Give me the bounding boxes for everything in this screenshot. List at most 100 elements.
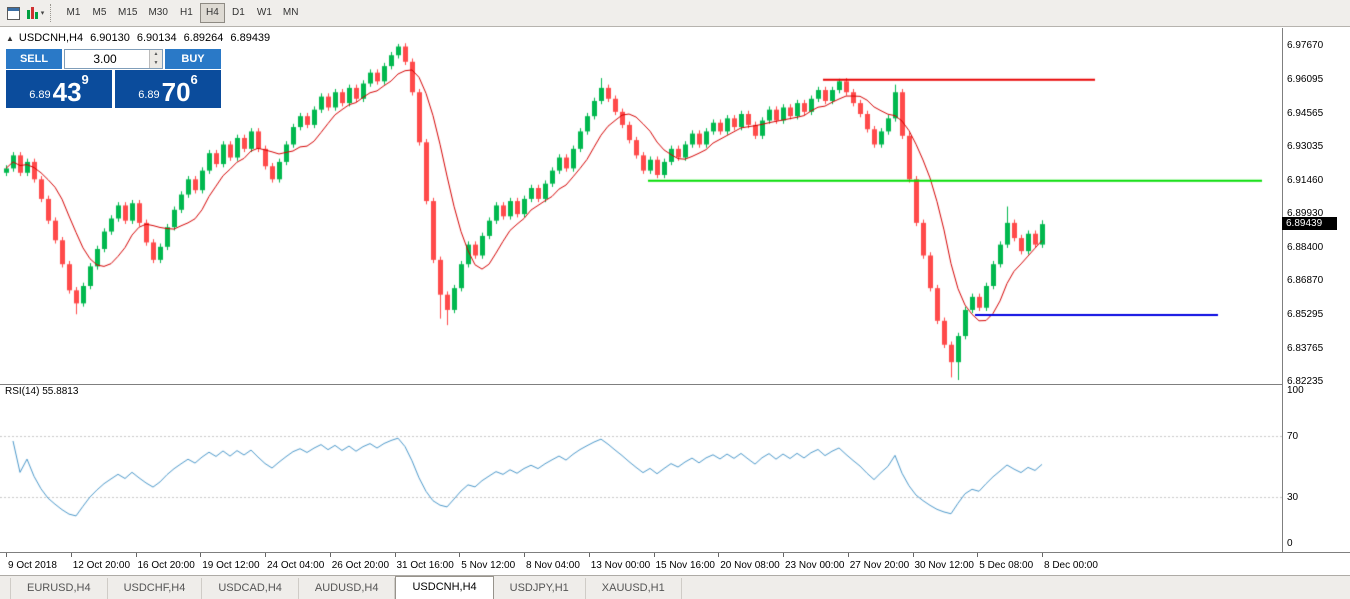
volume-box: ▲ ▼ — [64, 49, 163, 69]
time-axis-label: 19 Oct 12:00 — [202, 560, 260, 571]
window-glyph — [6, 6, 20, 20]
tab-usdcad-h4[interactable]: USDCAD,H4 — [202, 578, 299, 599]
time-axis-label: 27 Nov 20:00 — [849, 560, 910, 571]
time-tick — [588, 553, 590, 557]
ask-price[interactable]: 6.89 70 6 — [115, 70, 221, 108]
timeframe-m1[interactable]: M1 — [66, 7, 81, 18]
ask-pips: 70 — [161, 77, 191, 107]
chart-tabs: EURUSD,H4 USDCHF,H4 USDCAD,H4 AUDUSD,H4 USDC… — [0, 575, 1350, 599]
chevron-down-icon: ▾ — [40, 10, 45, 17]
price-axis-label: 6.88400 — [1287, 241, 1324, 253]
timeframe-m30[interactable]: M30 — [148, 7, 168, 18]
price-axis-label: 6.93035 — [1287, 140, 1324, 152]
time-tick — [135, 553, 137, 557]
buy-button[interactable]: BUY — [165, 49, 221, 69]
bid-pipette: 9 — [81, 72, 89, 87]
time-tick — [6, 553, 7, 557]
time-tick — [70, 553, 72, 557]
toolbar-separator — [50, 4, 56, 22]
spinner-down-icon[interactable]: ▼ — [149, 59, 162, 68]
time-axis-label: 9 Oct 2018 — [8, 560, 57, 571]
price-axis[interactable] — [1282, 28, 1350, 552]
time-axis-label: 8 Dec 00:00 — [1044, 560, 1098, 571]
time-tick — [718, 553, 720, 557]
ohlc-close: 6.89439 — [230, 32, 271, 44]
time-tick — [265, 553, 266, 557]
timeframe-buttons: M1 M5 M15 M30 H1 H4 D1 W1 MN — [61, 3, 304, 23]
price-axis-label: 6.82235 — [1287, 376, 1324, 387]
time-axis-label: 16 Oct 20:00 — [137, 560, 195, 571]
rsi-axis-label: 70 — [1287, 430, 1299, 442]
timeframe-m15[interactable]: M15 — [118, 7, 138, 18]
price-axis-label: 6.83765 — [1287, 342, 1324, 354]
time-tick — [459, 553, 461, 557]
time-tick — [783, 553, 784, 557]
timeframe-h1[interactable]: H1 — [180, 7, 193, 18]
chart-title: ▲ USDCNH,H4 6.90130 6.90134 6.89264 6.89… — [6, 32, 277, 44]
time-tick — [524, 553, 525, 557]
time-axis-label: 24 Oct 04:00 — [267, 560, 325, 571]
time-axis-label: 8 Nov 04:00 — [526, 560, 580, 571]
toolbar: ▾ M1 M5 M15 M30 H1 H4 D1 W1 MN — [0, 0, 1350, 27]
chart-profiles-icon[interactable]: ▾ — [25, 3, 45, 23]
timeframe-h4[interactable]: H4 — [199, 3, 225, 23]
ask-pipette: 6 — [190, 72, 198, 87]
rsi-axis-label: 30 — [1287, 492, 1299, 504]
time-tick — [394, 553, 396, 557]
time-axis[interactable]: 9 Oct 2018 12 Oct 20:00 16 Oct 20:00 19 Oct… — [0, 552, 1350, 575]
ask-prefix: 6.89 — [138, 89, 160, 101]
time-tick — [329, 553, 331, 557]
timeframe-m5[interactable]: M5 — [92, 7, 107, 18]
tab-xauusd-h1[interactable]: XAUUSD,H1 — [586, 578, 682, 599]
time-axis-label: 26 Oct 20:00 — [331, 560, 390, 571]
tab-usdchf-h4[interactable]: USDCHF,H4 — [108, 578, 203, 599]
rsi-axis-label: 100 — [1287, 385, 1304, 396]
time-tick — [200, 553, 202, 557]
rsi-axis-label: 0 — [1287, 538, 1293, 549]
one-click-trading-panel: SELL ▲ ▼ BUY 6.89 43 9 6.89 70 6 — [6, 49, 221, 108]
price-axis-label: 6.86870 — [1287, 275, 1324, 287]
candles-glyph — [26, 6, 40, 20]
time-axis-label: 12 Oct 20:00 — [72, 560, 131, 571]
bid-pips: 43 — [52, 77, 82, 107]
new-chart-icon[interactable] — [3, 3, 23, 23]
current-price-badge: 6.89439 — [1282, 217, 1337, 231]
sell-button[interactable]: SELL — [6, 49, 62, 69]
timeframe-d1[interactable]: D1 — [232, 7, 245, 18]
time-tick — [1042, 553, 1043, 557]
tab-eurusd-h4[interactable]: EURUSD,H4 — [10, 578, 108, 599]
time-tick — [847, 553, 849, 557]
bid-prefix: 6.89 — [29, 89, 51, 101]
price-axis-label: 6.94565 — [1287, 107, 1324, 119]
bid-price[interactable]: 6.89 43 9 — [6, 70, 112, 108]
price-axis-label: 6.85295 — [1287, 309, 1324, 321]
time-tick — [977, 553, 979, 557]
price-axis-label: 6.96095 — [1287, 74, 1324, 86]
panel-toggle-icon[interactable]: ▲ — [6, 33, 14, 43]
timeframe-w1[interactable]: W1 — [256, 7, 272, 18]
tab-usdcnh-h4[interactable]: USDCNH,H4 — [395, 576, 494, 599]
tab-audusd-h4[interactable]: AUDUSD,H4 — [299, 578, 396, 599]
price-axis-label: 6.91460 — [1287, 175, 1324, 187]
ohlc-high: 6.90134 — [136, 32, 177, 44]
ohlc-low: 6.89264 — [183, 32, 224, 44]
time-axis-label: 23 Nov 00:00 — [785, 560, 845, 571]
rsi-indicator-label: RSI(14) 55.8813 — [5, 386, 79, 397]
price-axis-label: 6.89930 — [1287, 208, 1324, 220]
chart-window: ▲ USDCNH,H4 6.90130 6.90134 6.89264 6.89… — [0, 28, 1350, 575]
ohlc-open: 6.90130 — [90, 32, 130, 44]
time-axis-label: 13 Nov 00:00 — [590, 560, 651, 571]
time-axis-label: 5 Nov 12:00 — [461, 560, 516, 571]
time-axis-label: 20 Nov 08:00 — [720, 560, 780, 571]
price-axis-label: 6.97670 — [1287, 40, 1324, 51]
spinner-up-icon[interactable]: ▲ — [149, 50, 162, 59]
timeframe-mn[interactable]: MN — [282, 7, 299, 18]
volume-input[interactable] — [65, 50, 145, 68]
time-axis-label: 15 Nov 16:00 — [655, 560, 716, 571]
time-tick — [912, 553, 914, 557]
tab-usdjpy-h1[interactable]: USDJPY,H1 — [494, 578, 586, 599]
rsi-chart[interactable] — [0, 385, 1282, 552]
time-tick — [653, 553, 655, 557]
time-axis-label: 31 Oct 16:00 — [396, 560, 454, 571]
pane-separator — [0, 384, 1350, 385]
